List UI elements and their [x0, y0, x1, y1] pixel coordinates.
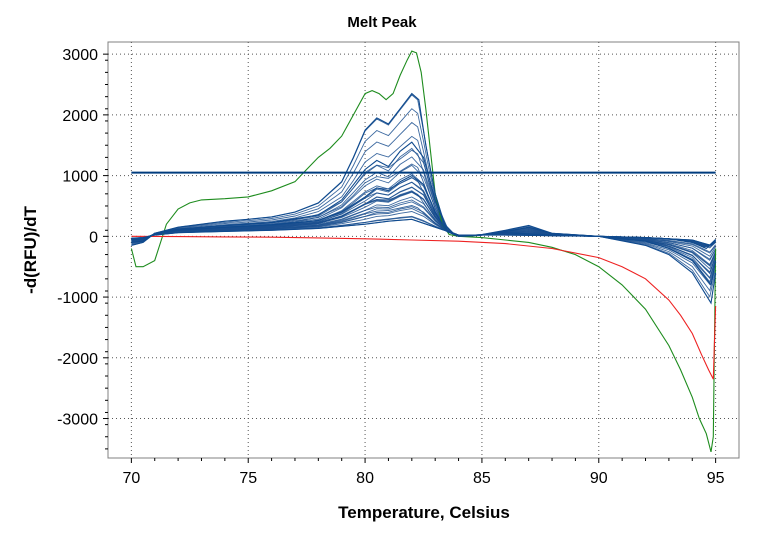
y-axis-label: -d(RFU)/dT: [21, 205, 40, 293]
y-tick-label: 0: [89, 229, 98, 246]
x-tick-label: 85: [473, 470, 491, 487]
series-red: [131, 235, 717, 380]
series-blue-flat: [131, 218, 716, 247]
x-tick-label: 70: [122, 470, 140, 487]
x-tick-label: 95: [707, 470, 725, 487]
y-tick-label: -2000: [57, 351, 98, 368]
series-blue-peak-low: [131, 174, 717, 287]
x-tick-label: 90: [590, 470, 608, 487]
series-layer: [130, 50, 717, 453]
chart-title: Melt Peak: [347, 14, 417, 31]
plot-area: [130, 50, 717, 453]
y-tick-label: -1000: [57, 290, 98, 307]
plot-frame: [107, 41, 740, 459]
axis-ticks: 70 75 80 85 90 95 -3000 -2000 -1000 0 1000 2000 3000: [57, 47, 725, 487]
y-tick-label: 2000: [62, 108, 98, 125]
series-blue-peak-mid: [131, 141, 717, 305]
series-green: [130, 50, 717, 453]
y-tick-label: 3000: [62, 47, 98, 64]
x-axis-label: Temperature, Celsius: [338, 503, 510, 522]
y-tick-label: -3000: [57, 412, 98, 429]
x-tick-label: 75: [239, 470, 257, 487]
y-tick-label: 1000: [62, 169, 98, 186]
x-tick-label: 80: [356, 470, 374, 487]
